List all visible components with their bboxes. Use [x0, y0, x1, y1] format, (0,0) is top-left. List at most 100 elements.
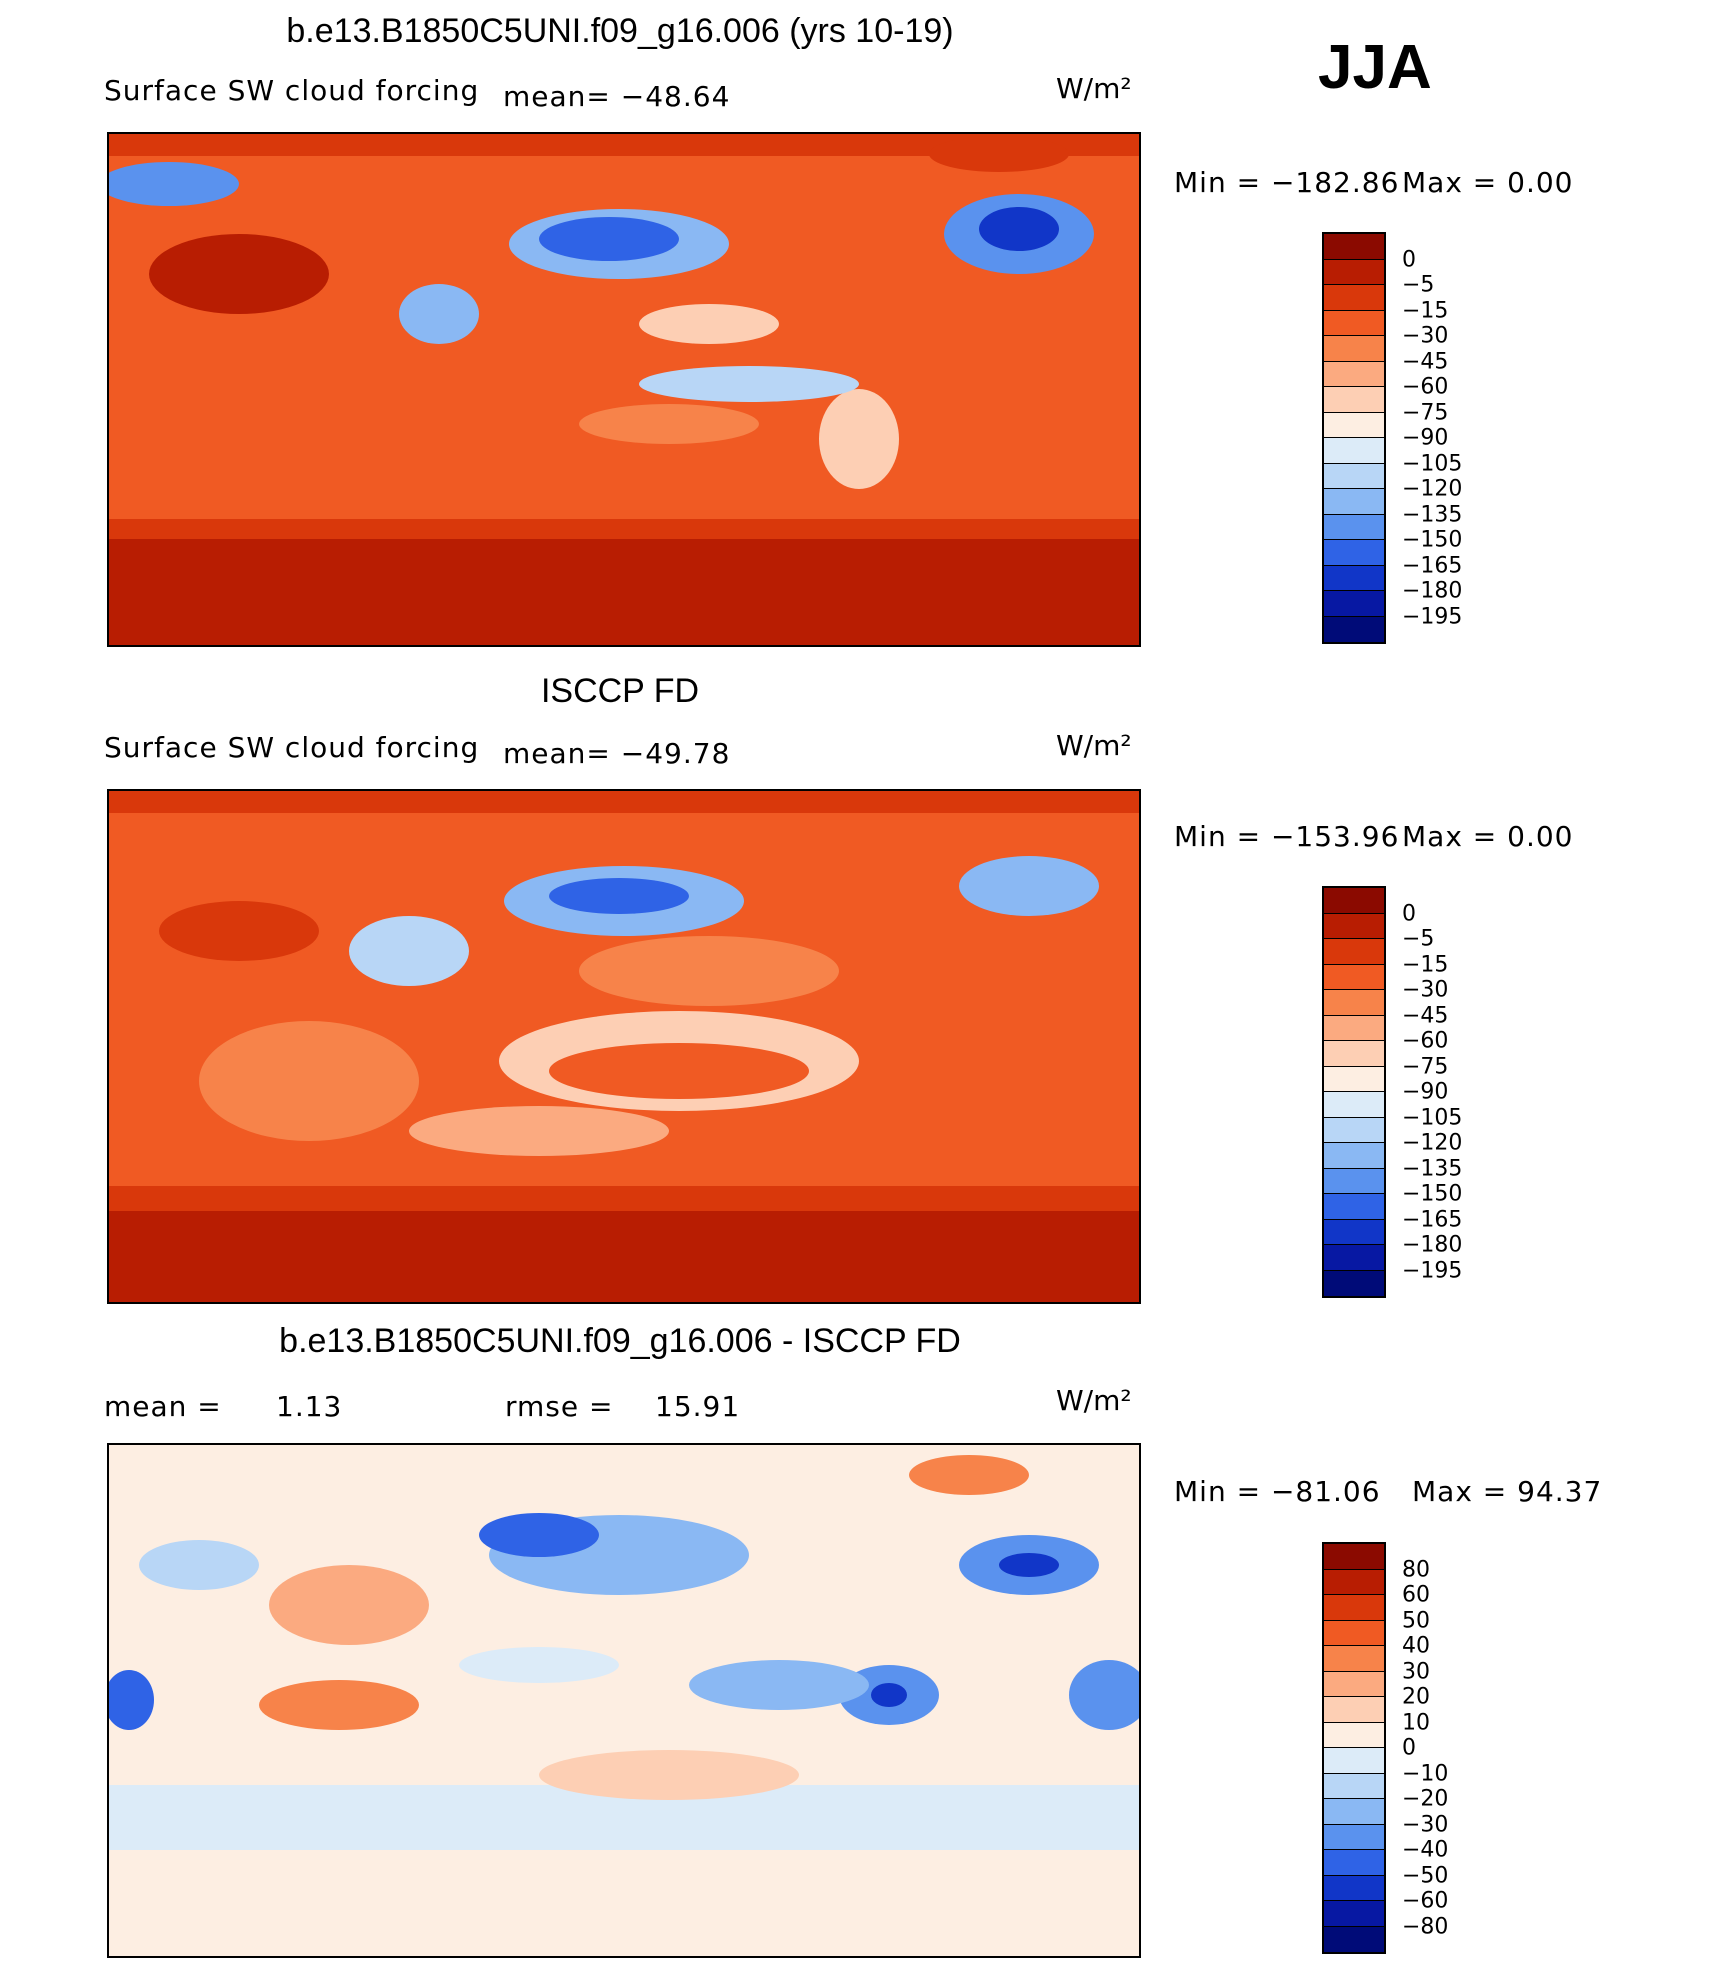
colorbar-swatch	[1324, 310, 1384, 336]
colorbar-tick-label: −165	[1402, 553, 1463, 578]
colorbar-tick-label: −135	[1402, 502, 1463, 527]
panel3-map	[107, 1443, 1141, 1958]
colorbar-tick-label: −50	[1402, 1863, 1449, 1888]
colorbar-tick-label: −90	[1402, 1079, 1449, 1105]
colorbar-swatch	[1324, 259, 1384, 285]
colorbar-swatch	[1324, 1015, 1384, 1041]
colorbar-swatch	[1324, 463, 1384, 489]
colorbar-swatch	[1324, 1270, 1384, 1296]
panel1-subtitle: Surface SW cloud forcing	[104, 74, 480, 107]
colorbar-tick-label: −10	[1402, 1761, 1449, 1786]
colorbar-tick-label: −60	[1402, 1888, 1449, 1914]
colorbar-swatch	[1324, 361, 1384, 387]
colorbar-tick-label: −40	[1402, 1837, 1449, 1863]
colorbar-tick-label: −45	[1402, 1003, 1449, 1028]
colorbar-tick-label: 20	[1402, 1684, 1430, 1710]
colorbar-tick-label: −120	[1402, 1130, 1463, 1156]
colorbar-tick-label: −135	[1402, 1156, 1463, 1181]
colorbar-swatch	[1324, 1722, 1384, 1748]
colorbar-1-box	[1322, 232, 1386, 644]
colorbar-swatch	[1324, 1671, 1384, 1697]
colorbar-swatch	[1324, 888, 1384, 914]
colorbar-tick-label: −60	[1402, 374, 1449, 400]
colorbar-swatch	[1324, 1168, 1384, 1194]
colorbar-swatch	[1324, 1092, 1384, 1118]
panel1-min: Min = −182.86	[1174, 166, 1400, 199]
colorbar-tick-label: −105	[1402, 1105, 1463, 1130]
colorbar-tick-label: −180	[1402, 578, 1463, 604]
colorbar-tick-label: −105	[1402, 451, 1463, 476]
colorbar-3-box	[1322, 1542, 1386, 1954]
colorbar-swatch	[1324, 438, 1384, 464]
colorbar-swatch	[1324, 1117, 1384, 1143]
colorbar-swatch	[1324, 1620, 1384, 1646]
colorbar-swatch	[1324, 1041, 1384, 1067]
colorbar-swatch	[1324, 1748, 1384, 1774]
colorbar-tick-label: −150	[1402, 527, 1463, 553]
panel2-subtitle: Surface SW cloud forcing	[104, 731, 480, 764]
colorbar-tick-label: −30	[1402, 1812, 1449, 1837]
colorbar-swatch	[1324, 489, 1384, 515]
colorbar-tick-label: 60	[1402, 1582, 1430, 1608]
panel2-min: Min = −153.96	[1174, 820, 1400, 853]
colorbar-tick-label: −195	[1402, 604, 1463, 629]
colorbar-tick-label: 30	[1402, 1659, 1430, 1684]
colorbar-tick-label: −165	[1402, 1207, 1463, 1232]
colorbar-tick-label: 80	[1402, 1557, 1430, 1582]
colorbar-swatch	[1324, 234, 1384, 260]
panel1-mean: mean= −48.64	[503, 80, 731, 113]
panel3-mean-value: 1.13	[276, 1390, 343, 1423]
panel1-title: b.e13.B1850C5UNI.f09_g16.006 (yrs 10-19)	[286, 12, 954, 50]
colorbar-tick-label: −180	[1402, 1232, 1463, 1258]
colorbar-swatch	[1324, 1143, 1384, 1169]
panel2-map	[107, 789, 1141, 1304]
panel3-rmse-value: 15.91	[655, 1390, 741, 1423]
colorbar-tick-label: 40	[1402, 1633, 1430, 1659]
colorbar-swatch	[1324, 616, 1384, 642]
colorbar-swatch	[1324, 540, 1384, 566]
panel3-units: W/m²	[1056, 1384, 1132, 1417]
colorbar-swatch	[1324, 336, 1384, 362]
colorbar-1	[1322, 232, 1386, 644]
panel3-rmse-label: rmse =	[505, 1390, 614, 1423]
colorbar-swatch	[1324, 1901, 1384, 1927]
colorbar-tick-label: −5	[1402, 272, 1435, 298]
colorbar-swatch	[1324, 1219, 1384, 1245]
colorbar-swatch	[1324, 964, 1384, 990]
colorbar-swatch	[1324, 1697, 1384, 1723]
panel3-title: b.e13.B1850C5UNI.f09_g16.006 - ISCCP FD	[279, 1322, 961, 1360]
colorbar-tick-label: −120	[1402, 476, 1463, 502]
colorbar-tick-label: −20	[1402, 1786, 1449, 1812]
colorbar-tick-label: 0	[1402, 1735, 1416, 1761]
colorbar-swatch	[1324, 514, 1384, 540]
colorbar-tick-label: −90	[1402, 425, 1449, 451]
colorbar-swatch	[1324, 1544, 1384, 1570]
colorbar-swatch	[1324, 939, 1384, 965]
panel2-title: ISCCP FD	[540, 672, 700, 710]
colorbar-tick-label: −30	[1402, 977, 1449, 1003]
colorbar-3	[1322, 1542, 1386, 1954]
colorbar-tick-label: −80	[1402, 1914, 1449, 1939]
colorbar-tick-label: −15	[1402, 298, 1449, 323]
colorbar-tick-label: −75	[1402, 1054, 1449, 1079]
colorbar-swatch	[1324, 913, 1384, 939]
colorbar-swatch	[1324, 1824, 1384, 1850]
panel3-min: Min = −81.06	[1174, 1475, 1381, 1508]
colorbar-tick-label: 0	[1402, 901, 1416, 926]
colorbar-swatch	[1324, 412, 1384, 438]
colorbar-tick-label: 50	[1402, 1608, 1430, 1633]
colorbar-swatch	[1324, 1646, 1384, 1672]
colorbar-swatch	[1324, 1850, 1384, 1876]
colorbar-tick-label: −15	[1402, 952, 1449, 977]
colorbar-swatch	[1324, 1245, 1384, 1271]
colorbar-swatch	[1324, 1926, 1384, 1952]
colorbar-swatch	[1324, 1875, 1384, 1901]
colorbar-tick-label: −5	[1402, 926, 1435, 952]
colorbar-tick-label: 0	[1402, 247, 1416, 272]
colorbar-tick-label: −60	[1402, 1028, 1449, 1054]
colorbar-swatch	[1324, 1194, 1384, 1220]
panel2-mean: mean= −49.78	[503, 737, 731, 770]
colorbar-tick-label: −45	[1402, 349, 1449, 374]
colorbar-swatch	[1324, 1799, 1384, 1825]
panel2-max: Max = 0.00	[1402, 820, 1574, 853]
